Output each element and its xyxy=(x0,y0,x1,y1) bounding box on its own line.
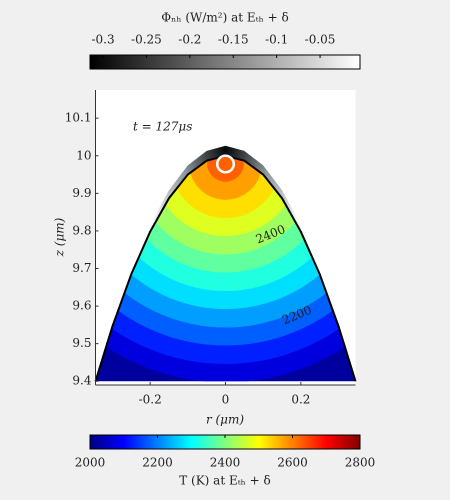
colorbar-tick-label: 2000 xyxy=(75,456,106,470)
tip-marker xyxy=(215,154,236,174)
y-tick-label: 9.6 xyxy=(72,299,91,313)
colorbar-tick-label: -0.15 xyxy=(218,33,249,47)
y-axis-label: z (μm) xyxy=(53,217,67,257)
annotation: t = 127μs xyxy=(133,120,192,134)
colorbar-tick-label: -0.25 xyxy=(131,33,162,47)
colorbar-tick-label: -0.05 xyxy=(305,33,336,47)
colorbar-bottom-label: T (K) at Eₜₕ + δ xyxy=(179,474,271,488)
contour-band xyxy=(207,155,244,182)
colorbar-tick-label: -0.2 xyxy=(178,33,201,47)
x-tick-label: 0.2 xyxy=(291,393,310,407)
colorbar-tick-label: 2400 xyxy=(210,456,241,470)
colorbar-tick-label: -0.3 xyxy=(91,33,114,47)
y-tick-label: 10 xyxy=(76,148,91,162)
y-tick-label: 9.4 xyxy=(72,374,91,388)
x-tick-label: -0.2 xyxy=(139,393,162,407)
x-tick-label: 0 xyxy=(222,393,230,407)
colorbar-tick-label: 2600 xyxy=(277,456,308,470)
x-axis-label: r (μm) xyxy=(206,413,244,427)
y-tick-label: 9.5 xyxy=(72,336,91,350)
y-tick-label: 9.7 xyxy=(72,261,91,275)
y-tick-label: 9.9 xyxy=(72,186,91,200)
colorbar-top xyxy=(89,54,361,70)
colorbar-tick-label: -0.1 xyxy=(265,33,288,47)
colorbar-tick-label: 2800 xyxy=(345,456,376,470)
y-tick-label: 10.1 xyxy=(65,111,92,125)
colorbar-top-label: Φₙₕ (W/m²) at Eₜₕ + δ xyxy=(161,11,288,25)
y-tick-label: 9.8 xyxy=(72,223,91,237)
colorbar-tick-label: 2200 xyxy=(142,456,173,470)
